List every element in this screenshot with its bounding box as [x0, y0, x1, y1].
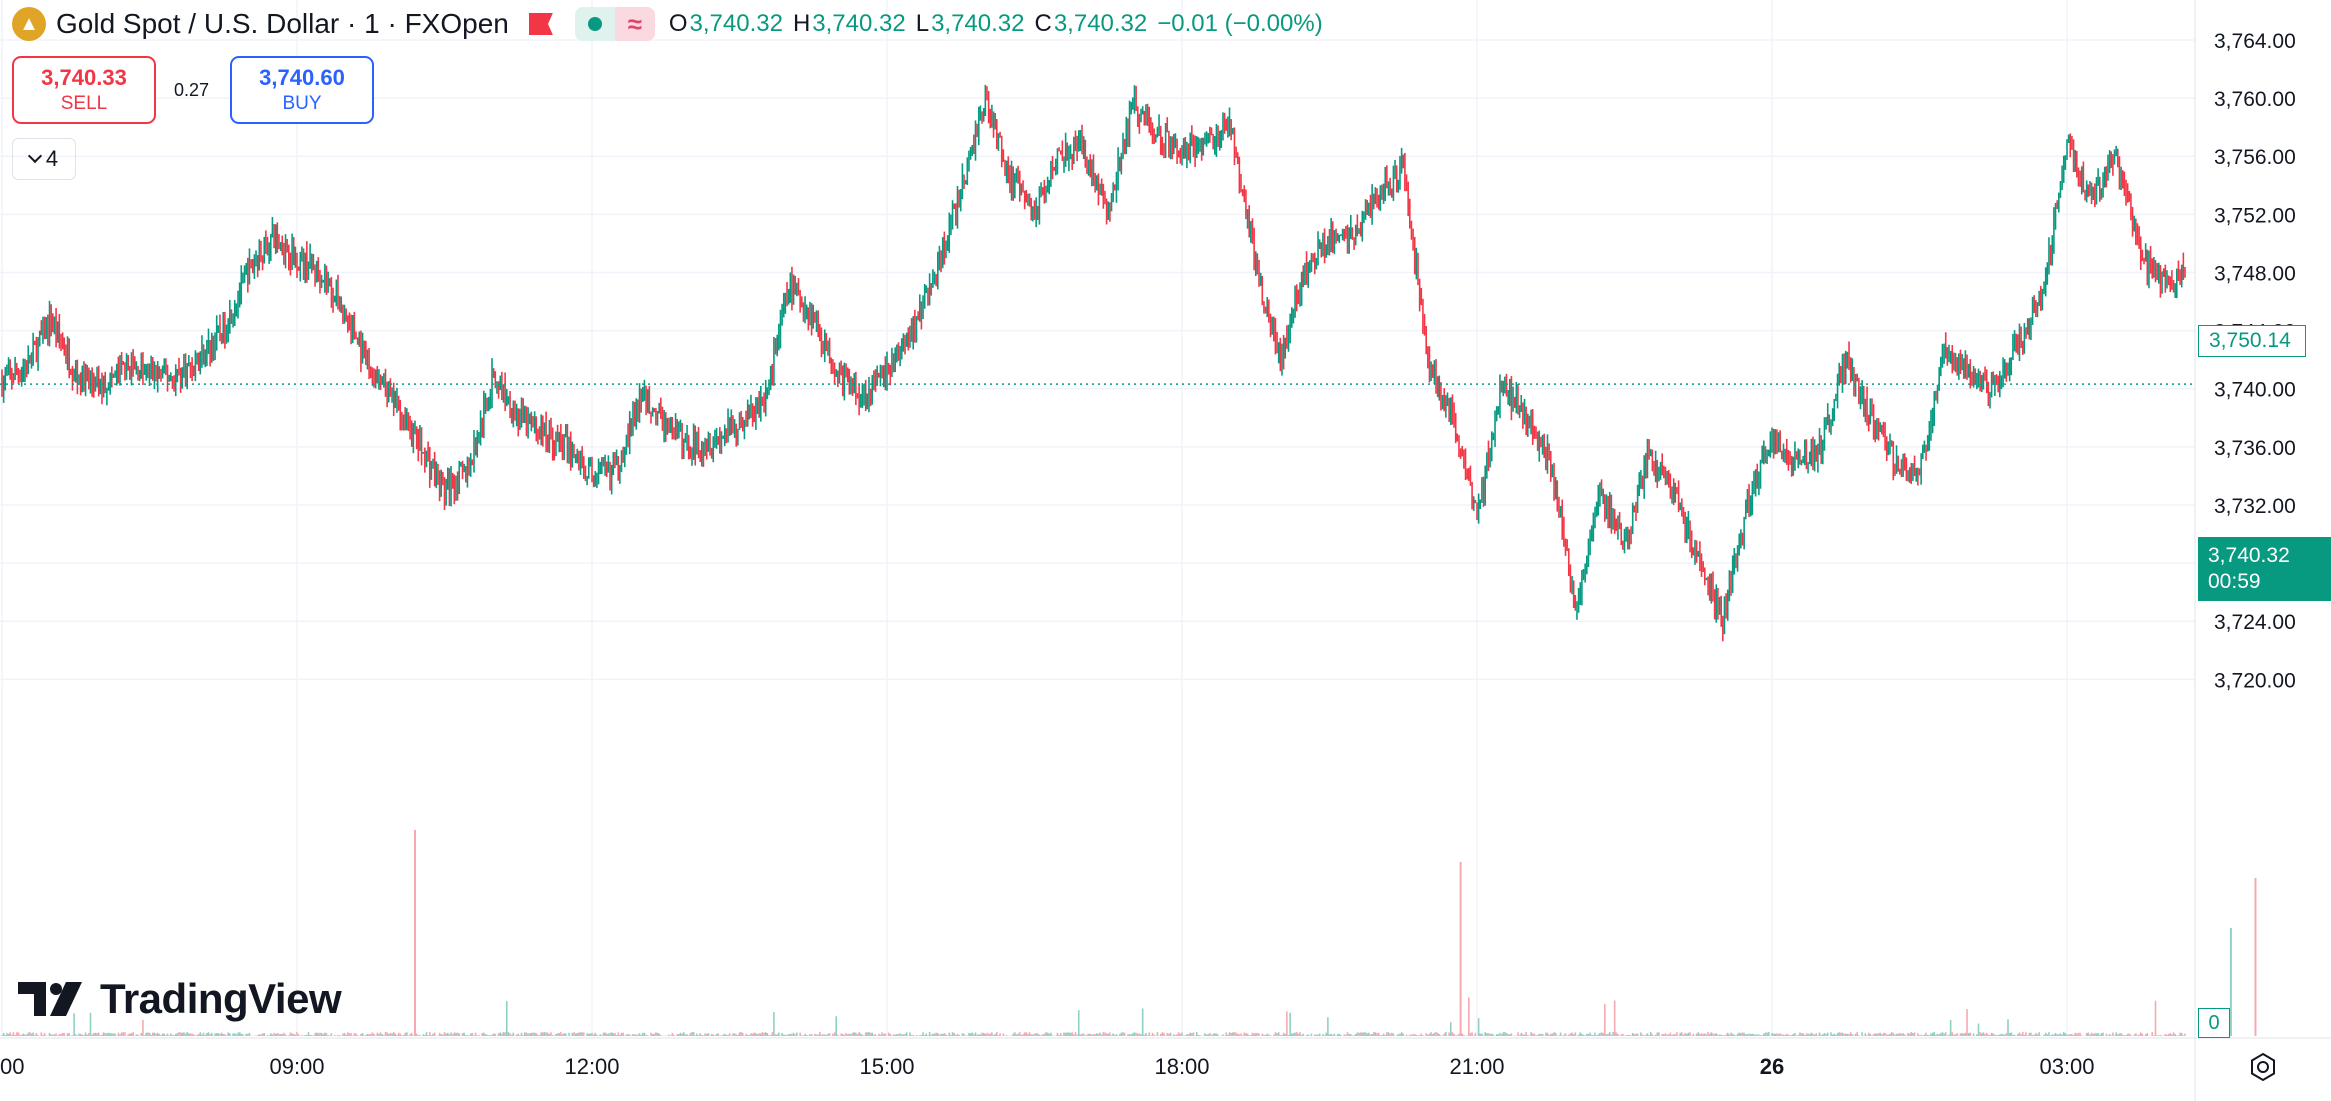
time-tick-label: 03:00	[2039, 1054, 2094, 1079]
price-tick-label: 3,740.00	[2214, 379, 2296, 402]
time-tick-label: 21:00	[1449, 1054, 1504, 1079]
indicators-count: 4	[45, 146, 59, 171]
buy-button[interactable]: 3,740.60 BUY	[230, 56, 374, 124]
sell-price: 3,740.33	[41, 65, 127, 90]
volume-tag: 0	[2198, 1008, 2230, 1038]
settings-gear-icon[interactable]	[2248, 1052, 2278, 1082]
buy-label: BUY	[282, 93, 322, 114]
wave-icon: ≈	[614, 7, 655, 41]
spread-value: 0.27	[174, 80, 210, 100]
flag-icon[interactable]	[528, 13, 553, 35]
market-status-dot-icon	[574, 7, 615, 41]
price-tick-label: 3,736.00	[2214, 437, 2296, 460]
volume-bars	[1, 830, 2257, 1036]
price-tick-label: 3,756.00	[2214, 146, 2296, 169]
time-tick-label: 00	[0, 1054, 24, 1079]
price-tick-label: 3,748.00	[2214, 262, 2296, 285]
market-status-pill[interactable]: ≈	[574, 7, 655, 41]
ohlc-high: H3,740.32	[792, 10, 906, 37]
price-tick-label: 3,724.00	[2214, 611, 2296, 634]
time-tick-label: 09:00	[269, 1054, 324, 1079]
current-price-tag: 3,750.14	[2198, 325, 2306, 357]
candlestick-series	[1, 84, 2186, 642]
time-axis[interactable]: 00 09:00 12:00 15:00 18:00 21:00 26 03:00	[0, 1054, 2095, 1079]
bar-countdown: 00:59	[2208, 570, 2261, 593]
symbol-title[interactable]: Gold Spot / U.S. Dollar · 1 · FXOpen	[56, 8, 509, 39]
ohlc-open: O3,740.32	[668, 10, 783, 37]
time-tick-label: 18:00	[1154, 1054, 1209, 1079]
time-tick-label: 15:00	[859, 1054, 914, 1079]
tradingview-logo-icon	[18, 982, 82, 1016]
watermark-text: TradingView	[100, 975, 342, 1022]
price-tick-label: 3,720.00	[2214, 669, 2296, 692]
price-change: −0.01 (−0.00%)	[1157, 10, 1323, 37]
price-tick-label: 3,732.00	[2214, 495, 2296, 518]
time-tick-label: 26	[1760, 1054, 1784, 1079]
gold-coin-icon[interactable]: ▲	[12, 7, 46, 41]
buy-price: 3,740.60	[259, 65, 345, 90]
ohlc-low: L3,740.32	[915, 10, 1025, 37]
price-tick-label: 3,760.00	[2214, 88, 2296, 111]
symbol-legend: ▲ Gold Spot / U.S. Dollar · 1 · FXOpen ≈…	[12, 6, 1323, 42]
sell-button[interactable]: 3,740.33 SELL	[12, 56, 156, 124]
chevron-down-icon	[27, 148, 42, 164]
sell-label: SELL	[60, 93, 108, 114]
price-tick-label: 3,752.00	[2214, 204, 2296, 227]
indicators-toggle-button[interactable]: 4	[12, 138, 76, 180]
last-price-tag: 3,740.32 00:59	[2198, 537, 2331, 601]
price-tick-label: 3,764.00	[2214, 30, 2296, 53]
last-price-value: 3,740.32	[2208, 544, 2290, 567]
time-tick-label: 12:00	[564, 1054, 619, 1079]
tradingview-watermark[interactable]: TradingView	[18, 975, 342, 1023]
ohlc-close: C3,740.32	[1034, 10, 1148, 37]
